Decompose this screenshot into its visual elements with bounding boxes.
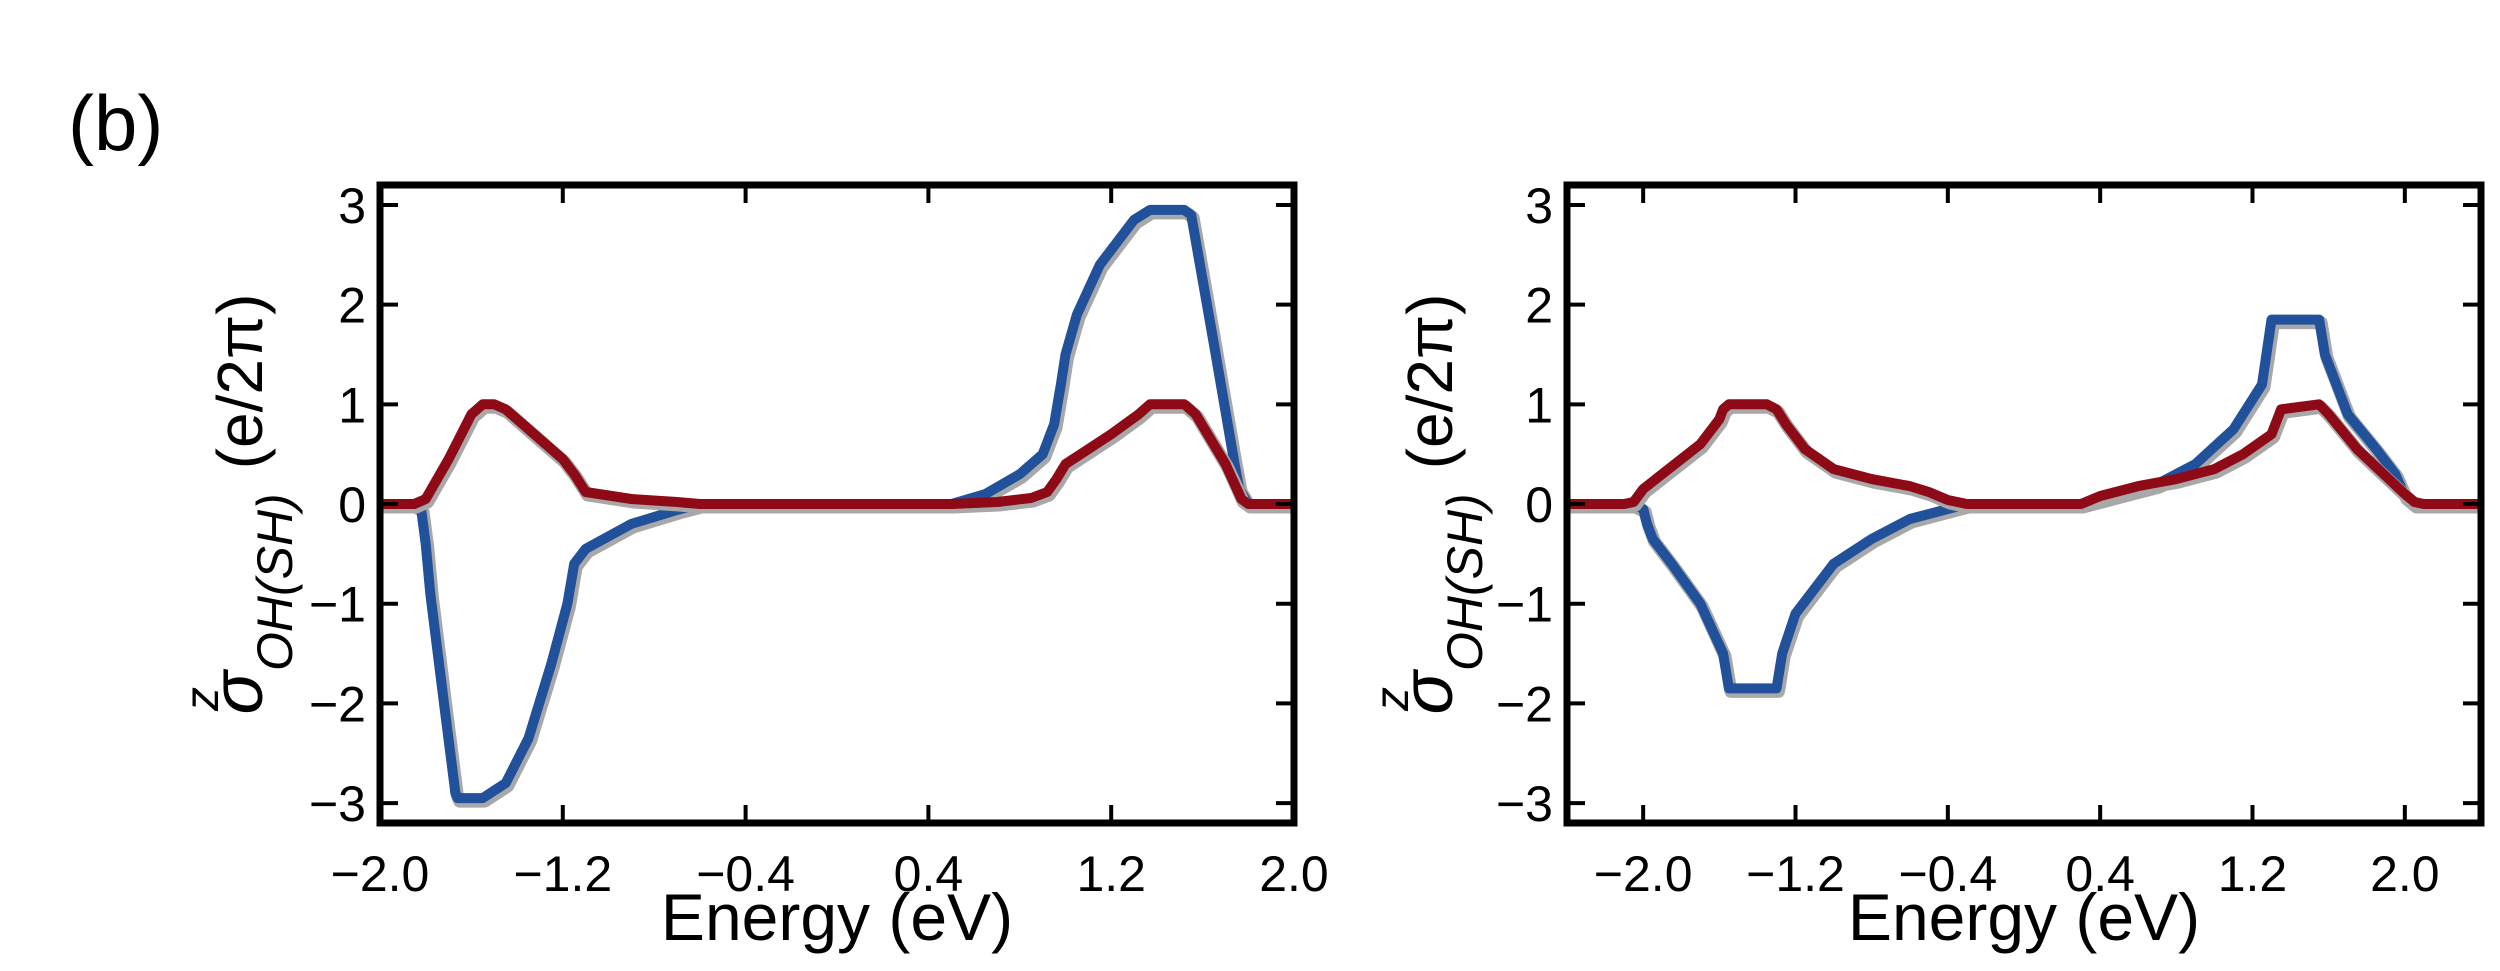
y-axis-label-units: (e/2π) [204,294,276,470]
x-tick-label: −2.0 [1594,846,1693,902]
y-axis-label-subscript: OH(SH) [247,493,303,671]
chart-right: −2.0 −1.2 −0.4 0.4 1.2 2.0 −3 −2 −1 0 1 2 3 Energy (… [1366,178,2485,954]
y-tick-label: 1 [1525,377,1553,433]
x-tick-label: −1.2 [513,846,612,902]
y-axis-label-symbol: σ [198,668,278,714]
series-line-red [380,399,1294,509]
y-axis-label: σOH(SH) (e/2π) z [176,294,303,715]
svg-text:σOH(SH)(e/2π): σOH(SH) (e/2π) [1388,294,1493,715]
y-tick-label: −3 [1496,776,1553,832]
y-tick-label: 3 [338,178,366,234]
y-tick-label: −2 [1496,676,1553,732]
x-axis-label: Energy (eV) [1848,880,2200,954]
y-tick-label: 0 [1525,477,1553,533]
y-tick-label: −1 [1496,577,1553,633]
x-tick-label: 2.0 [2370,846,2440,902]
x-tick-label: 1.2 [2218,846,2288,902]
series-line-red [1567,399,2481,509]
x-tick-label: 0.4 [2065,846,2135,902]
y-axis-label-units: (e/2π) [1394,294,1466,470]
x-tick-label: −0.4 [1898,846,1997,902]
x-tick-label: 1.2 [1076,846,1146,902]
y-tick-label: 2 [338,278,366,334]
y-axis-label-superscript: z [176,687,229,712]
svg-text:σOH(SH)(e/2π): σOH(SH) (e/2π) [198,294,303,715]
y-tick-label: 2 [1525,278,1553,334]
y-tick-label: 0 [338,477,366,533]
y-axis-label: σOH(SH) (e/2π) z [1366,294,1493,715]
y-axis-label-symbol: σ [1388,668,1468,714]
x-tick-label: −2.0 [331,846,430,902]
y-tick-label: −3 [309,776,366,832]
x-tick-label: 0.4 [894,846,964,902]
y-tick-label: 1 [338,377,366,433]
chart-left: −2.0 −1.2 −0.4 0.4 1.2 2.0 −3 −2 −1 0 1 2 3 Energy (… [176,178,1329,954]
y-tick-label: −1 [309,577,366,633]
x-tick-label: −1.2 [1746,846,1845,902]
panel-label: (b) [68,79,164,167]
x-tick-label: 2.0 [1259,846,1329,902]
y-tick-label: 3 [1525,178,1553,234]
y-tick-label: −2 [309,676,366,732]
x-tick-label: −0.4 [696,846,795,902]
y-axis-label-subscript: OH(SH) [1437,493,1493,671]
x-axis-label: Energy (eV) [661,880,1013,954]
y-axis-label-superscript: z [1366,687,1419,712]
